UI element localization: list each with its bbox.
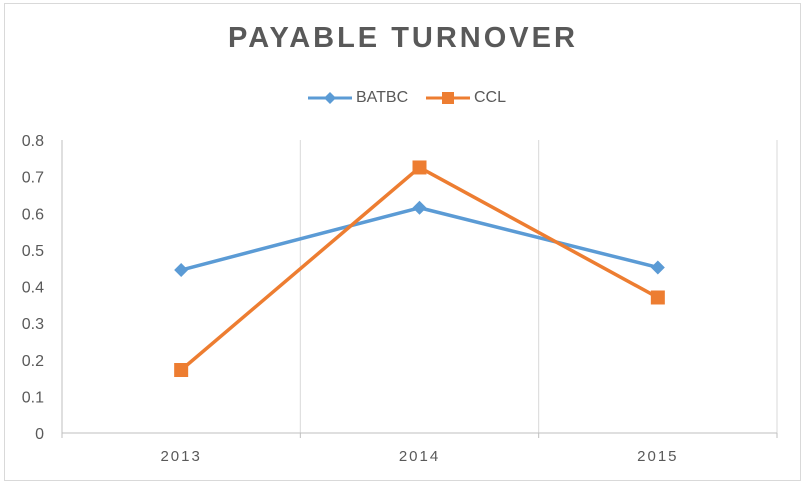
chart-title: PAYABLE TURNOVER [228,22,578,54]
data-point-ccl [174,363,189,378]
data-point-batbc [174,263,189,278]
y-tick-label: 0 [35,426,44,443]
y-tick-label: 0.2 [22,353,44,370]
y-tick-label: 0.7 [22,170,44,187]
y-tick-label: 0.8 [22,133,44,150]
y-tick-label: 0.3 [22,316,44,333]
series-line-batbc [180,206,659,272]
legend-label-batbc: BATBC [356,89,409,106]
legend-swatch-batbc [308,92,352,104]
y-tick-label: 0.4 [22,280,44,297]
legend-label-ccl: CCL [474,89,507,106]
data-point-batbc [650,260,665,275]
y-tick-label: 0.1 [22,389,44,406]
x-tick-label: 2015 [637,448,678,465]
chart-frame [4,3,801,481]
x-tick-label: 2013 [160,448,201,465]
data-point-ccl [412,160,427,175]
data-point-batbc [412,200,427,215]
y-tick-label: 0.5 [22,243,44,260]
data-point-ccl [650,290,665,305]
legend-swatch-ccl [426,92,470,104]
series-line-ccl [180,165,659,372]
x-tick-label: 2014 [399,448,440,465]
y-tick-label: 0.6 [22,206,44,223]
